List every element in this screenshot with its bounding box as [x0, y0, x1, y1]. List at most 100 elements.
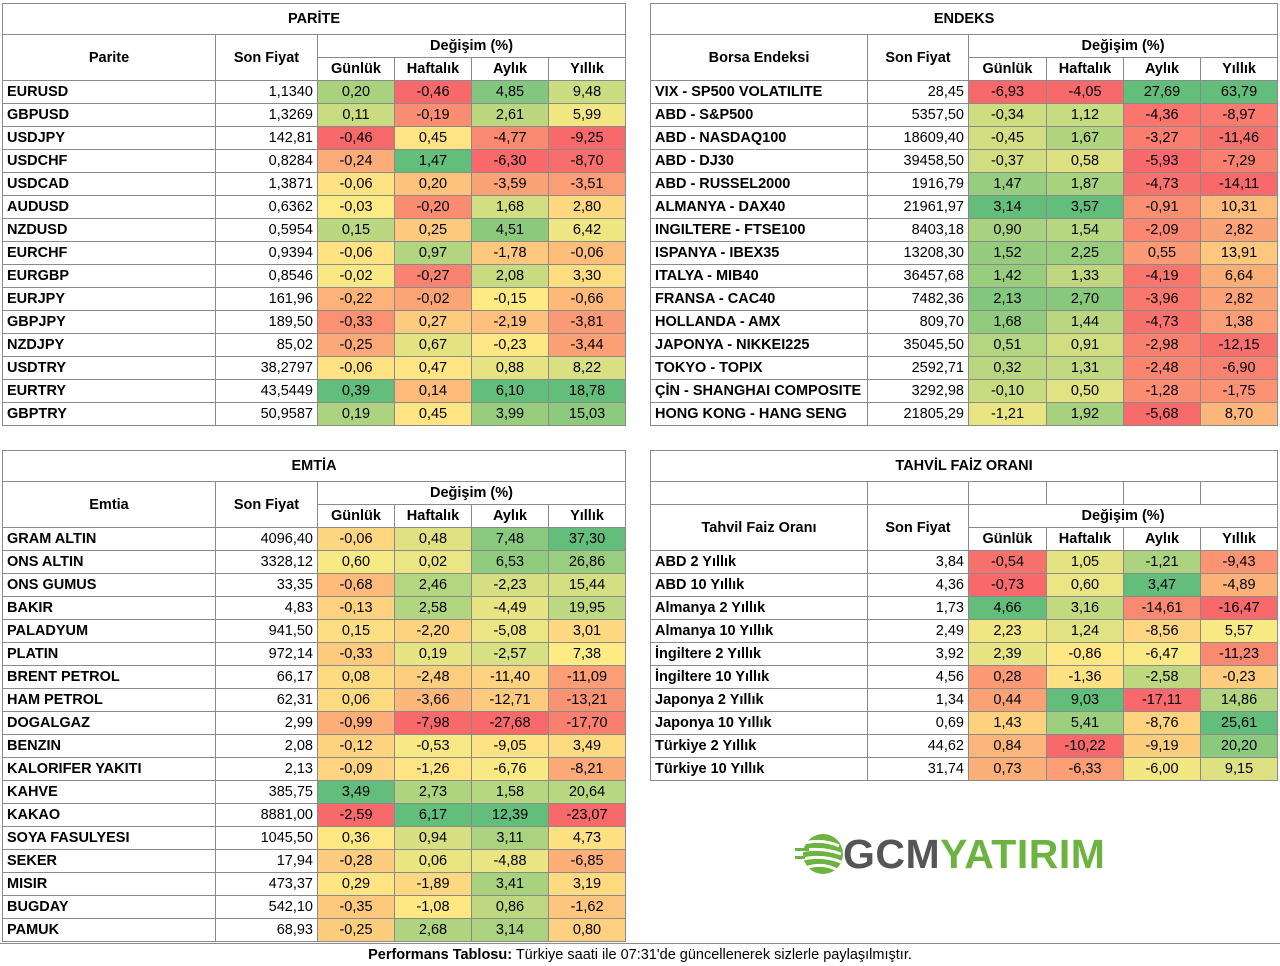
degisim-yillik-cell: 13,91 — [1199, 241, 1279, 265]
degisim-gunluk-cell: -0,73 — [968, 573, 1047, 597]
son-fiyat-cell: 66,17 — [215, 665, 318, 689]
degisim-yillik-cell: -8,97 — [1199, 103, 1279, 127]
col-degisim: Değişim (%) — [967, 504, 1279, 528]
table-row: NZDJPY 85,02 -0,25 0,67 -0,23 -3,44 — [2, 333, 627, 357]
degisim-aylik-cell: -11,40 — [471, 665, 549, 689]
table-row: ABD - RUSSEL2000 1916,79 1,47 1,87 -4,73 -14,… — [650, 172, 1279, 196]
table-row: GRAM ALTIN 4096,40 -0,06 0,48 7,48 37,30 — [2, 527, 627, 551]
logo-text-yatirim: YATIRIM — [940, 830, 1106, 877]
degisim-aylik-cell: 3,14 — [471, 918, 549, 942]
degisim-aylik-cell: -2,58 — [1123, 665, 1201, 689]
col-yillik: Yıllık — [1199, 527, 1279, 551]
degisim-yillik-cell: -17,70 — [547, 711, 627, 735]
row-name: ABD - DJ30 — [650, 149, 868, 173]
col-haftalik: Haftalık — [1046, 527, 1124, 551]
row-name: Japonya 2 Yıllık — [650, 688, 868, 712]
son-fiyat-cell: 33,35 — [215, 573, 318, 597]
degisim-haftalik-cell: -0,20 — [394, 195, 472, 219]
tahvil-rows: ABD 2 Yıllık 3,84 -0,54 1,05 -1,21 -9,43 ABD 1… — [650, 550, 1279, 781]
degisim-aylik-cell: 12,39 — [471, 803, 549, 827]
degisim-gunluk-cell: -0,33 — [317, 310, 395, 334]
row-name: INGILTERE - FTSE100 — [650, 218, 868, 242]
row-name: JAPONYA - NIKKEI225 — [650, 333, 868, 357]
degisim-aylik-cell: -8,76 — [1123, 711, 1201, 735]
degisim-yillik-cell: -1,62 — [547, 895, 627, 919]
degisim-gunluk-cell: -0,35 — [317, 895, 395, 919]
son-fiyat-cell: 36457,68 — [867, 264, 969, 288]
table-row: GBPUSD 1,3269 0,11 -0,19 2,61 5,99 — [2, 103, 627, 127]
son-fiyat-cell: 50,9587 — [215, 402, 318, 426]
degisim-haftalik-cell: 0,14 — [394, 379, 472, 403]
degisim-haftalik-cell: -0,02 — [394, 287, 472, 311]
degisim-yillik-cell: -0,06 — [547, 241, 627, 265]
degisim-yillik-cell: -3,81 — [547, 310, 627, 334]
degisim-haftalik-cell: 0,45 — [394, 402, 472, 426]
degisim-gunluk-cell: 1,47 — [968, 172, 1047, 196]
table-row: KAHVE 385,75 3,49 2,73 1,58 20,64 — [2, 780, 627, 804]
table-row: NZDUSD 0,5954 0,15 0,25 4,51 6,42 — [2, 218, 627, 242]
degisim-aylik-cell: -5,93 — [1123, 149, 1201, 173]
degisim-yillik-cell: 15,44 — [547, 573, 627, 597]
row-name: PLATIN — [2, 642, 216, 666]
row-name: ABD - RUSSEL2000 — [650, 172, 868, 196]
degisim-yillik-cell: 5,99 — [547, 103, 627, 127]
degisim-yillik-cell: -9,43 — [1199, 550, 1279, 574]
row-name: HONG KONG - HANG SENG — [650, 402, 868, 426]
degisim-aylik-cell: -17,11 — [1123, 688, 1201, 712]
degisim-aylik-cell: -8,56 — [1123, 619, 1201, 643]
son-fiyat-cell: 17,94 — [215, 849, 318, 873]
col-son-fiyat: Son Fiyat — [867, 34, 969, 81]
degisim-haftalik-cell: 1,12 — [1046, 103, 1124, 127]
degisim-yillik-cell: 63,79 — [1199, 80, 1279, 104]
table-row: BRENT PETROL 66,17 0,08 -2,48 -11,40 -11,09 — [2, 665, 627, 689]
empty-cell — [1123, 481, 1201, 505]
degisim-haftalik-cell: -0,86 — [1046, 642, 1124, 666]
son-fiyat-cell: 0,5954 — [215, 218, 318, 242]
degisim-haftalik-cell: 0,06 — [394, 849, 472, 873]
table-row: Japonya 2 Yıllık 1,34 0,44 9,03 -17,11 14,86 — [650, 688, 1279, 712]
degisim-yillik-cell: -4,89 — [1199, 573, 1279, 597]
table-row: DOGALGAZ 2,99 -0,99 -7,98 -27,68 -17,70 — [2, 711, 627, 735]
degisim-gunluk-cell: -0,99 — [317, 711, 395, 735]
son-fiyat-cell: 1,73 — [867, 596, 969, 620]
table-row: MISIR 473,37 0,29 -1,89 3,41 3,19 — [2, 872, 627, 896]
row-name: ABD 10 Yıllık — [650, 573, 868, 597]
degisim-gunluk-cell: -0,46 — [317, 126, 395, 150]
degisim-yillik-cell: 8,70 — [1199, 402, 1279, 426]
degisim-yillik-cell: 26,86 — [547, 550, 627, 574]
row-name: İngiltere 10 Yıllık — [650, 665, 868, 689]
degisim-haftalik-cell: -1,89 — [394, 872, 472, 896]
emtia-panel: EMTİA Emtia Son Fiyat Değişim (%) Günlük… — [1, 450, 627, 942]
son-fiyat-cell: 4096,40 — [215, 527, 318, 551]
degisim-yillik-cell: 2,82 — [1199, 218, 1279, 242]
table-row: EURTRY 43,5449 0,39 0,14 6,10 18,78 — [2, 379, 627, 403]
degisim-haftalik-cell: 9,03 — [1046, 688, 1124, 712]
degisim-aylik-cell: -14,61 — [1123, 596, 1201, 620]
degisim-haftalik-cell: 0,58 — [1046, 149, 1124, 173]
degisim-aylik-cell: -4,73 — [1123, 172, 1201, 196]
degisim-aylik-cell: 6,53 — [471, 550, 549, 574]
row-name: KAHVE — [2, 780, 216, 804]
degisim-aylik-cell: 6,10 — [471, 379, 549, 403]
table-row: KAKAO 8881,00 -2,59 6,17 12,39 -23,07 — [2, 803, 627, 827]
degisim-yillik-cell: 4,73 — [547, 826, 627, 850]
degisim-aylik-cell: -1,78 — [471, 241, 549, 265]
col-yillik: Yıllık — [547, 504, 627, 528]
degisim-yillik-cell: 9,15 — [1199, 757, 1279, 781]
degisim-gunluk-cell: -0,25 — [317, 918, 395, 942]
son-fiyat-cell: 3,92 — [867, 642, 969, 666]
table-row: EURJPY 161,96 -0,22 -0,02 -0,15 -0,66 — [2, 287, 627, 311]
endeks-col-name: Borsa Endeksi — [650, 34, 868, 81]
empty-cell — [650, 481, 868, 505]
degisim-gunluk-cell: -0,28 — [317, 849, 395, 873]
degisim-haftalik-cell: -6,33 — [1046, 757, 1124, 781]
degisim-yillik-cell: 9,48 — [547, 80, 627, 104]
degisim-aylik-cell: 3,11 — [471, 826, 549, 850]
degisim-aylik-cell: -1,28 — [1123, 379, 1201, 403]
degisim-yillik-cell: 19,95 — [547, 596, 627, 620]
row-name: GBPTRY — [2, 402, 216, 426]
degisim-aylik-cell: -1,21 — [1123, 550, 1201, 574]
son-fiyat-cell: 941,50 — [215, 619, 318, 643]
degisim-aylik-cell: -4,36 — [1123, 103, 1201, 127]
degisim-aylik-cell: -4,88 — [471, 849, 549, 873]
